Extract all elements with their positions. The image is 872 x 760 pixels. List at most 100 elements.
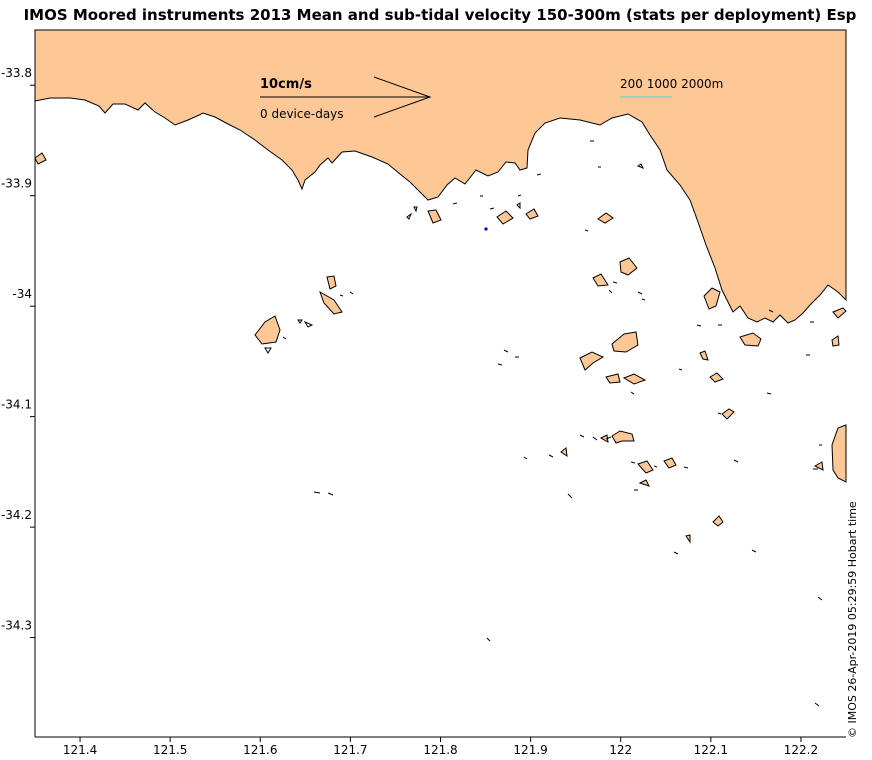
- map-axes: 121.4 121.5 121.6 121.7 121.8 121.9 122 122.1 12…: [1, 30, 846, 757]
- rock: [637, 291, 643, 295]
- rock: [612, 281, 618, 284]
- rock: [579, 434, 585, 438]
- island: [427, 209, 442, 224]
- rock: [717, 412, 722, 415]
- rock: [523, 456, 528, 460]
- rock: [486, 637, 491, 642]
- island: [832, 307, 847, 319]
- island: [699, 350, 709, 361]
- rock: [605, 436, 612, 440]
- east-coast-fragment: [831, 424, 847, 483]
- rock: [297, 319, 303, 324]
- map-plot-area: [34, 29, 847, 737]
- island: [326, 275, 337, 290]
- rock: [653, 465, 658, 468]
- rock: [303, 320, 314, 328]
- mainland-coast: [34, 29, 847, 324]
- rock: [339, 294, 344, 297]
- island: [622, 373, 647, 385]
- rock: [768, 309, 774, 313]
- rock: [516, 202, 521, 210]
- island: [712, 515, 724, 527]
- island: [638, 479, 650, 487]
- rock: [733, 459, 739, 463]
- island: [611, 430, 635, 444]
- rock: [584, 229, 589, 232]
- island: [663, 457, 677, 469]
- island: [703, 287, 721, 310]
- y-axis-ticks: -33.8 -33.9 -34 -34.1 -34.2 -34.3: [1, 66, 35, 639]
- rock: [406, 212, 413, 220]
- rock: [567, 493, 573, 499]
- y-tick-label: -33.9: [1, 177, 32, 191]
- island: [831, 335, 840, 347]
- legend: 10cm/s 0 device-days 200 1000 2000m: [260, 76, 723, 121]
- rock: [282, 336, 287, 340]
- rock: [313, 491, 321, 494]
- x-tick-label: 121.6: [243, 743, 277, 757]
- island: [496, 210, 514, 225]
- island: [611, 331, 639, 353]
- rock: [503, 349, 509, 353]
- rock: [683, 466, 689, 469]
- x-tick-label: 121.5: [153, 743, 187, 757]
- rock: [751, 549, 757, 553]
- x-tick-label: 122: [609, 743, 632, 757]
- y-tick-label: -34: [12, 287, 32, 301]
- island: [254, 315, 281, 345]
- legend-arrow-head: [373, 76, 432, 118]
- rock: [327, 492, 334, 496]
- rock: [766, 392, 772, 395]
- island: [560, 447, 568, 458]
- rock: [452, 202, 458, 205]
- x-axis-ticks: 121.4 121.5 121.6 121.7 121.8 121.9 122 122.1 12…: [63, 737, 818, 757]
- rock: [349, 291, 354, 295]
- island: [721, 408, 735, 420]
- rock: [696, 324, 702, 327]
- y-tick-label: -34.1: [1, 398, 32, 412]
- x-tick-label: 121.4: [63, 743, 97, 757]
- x-tick-label: 122.2: [784, 743, 818, 757]
- rock: [673, 551, 679, 555]
- rock: [817, 596, 823, 601]
- rock: [608, 289, 613, 294]
- x-tick-label: 121.8: [423, 743, 457, 757]
- rock: [592, 436, 598, 441]
- island: [685, 534, 691, 544]
- rock: [489, 207, 495, 210]
- island: [525, 208, 539, 220]
- legend-depth-label: 200 1000 2000m: [620, 77, 723, 91]
- rock: [517, 194, 522, 197]
- legend-speed-label: 10cm/s: [260, 77, 312, 92]
- islands: [34, 152, 847, 544]
- rock: [413, 206, 418, 213]
- map-title: IMOS Moored instruments 2013 Mean and su…: [24, 6, 857, 24]
- island: [597, 212, 614, 224]
- y-tick-label: -34.3: [1, 619, 32, 633]
- x-tick-label: 121.9: [513, 743, 547, 757]
- credit-text: © IMOS 26-Apr-2019 05:29:59 Hobart time: [846, 501, 859, 738]
- island: [637, 460, 654, 474]
- island: [739, 332, 762, 347]
- x-tick-label: 122.1: [694, 743, 728, 757]
- y-tick-label: -34.2: [1, 508, 32, 522]
- y-tick-label: -33.8: [1, 66, 32, 80]
- island: [709, 372, 724, 383]
- rock: [264, 347, 272, 354]
- island: [592, 273, 609, 287]
- rock: [814, 702, 820, 707]
- x-tick-label: 121.7: [333, 743, 367, 757]
- rock: [536, 173, 542, 176]
- rock: [630, 461, 636, 464]
- island: [34, 152, 47, 165]
- island: [319, 290, 343, 315]
- island: [579, 351, 605, 371]
- rock: [630, 391, 635, 395]
- rocks: [264, 140, 823, 707]
- rock: [641, 298, 646, 301]
- rock: [548, 454, 554, 458]
- mooring-station-marker: [484, 227, 488, 231]
- island: [813, 461, 824, 471]
- legend-count-label: 0 device-days: [260, 107, 344, 121]
